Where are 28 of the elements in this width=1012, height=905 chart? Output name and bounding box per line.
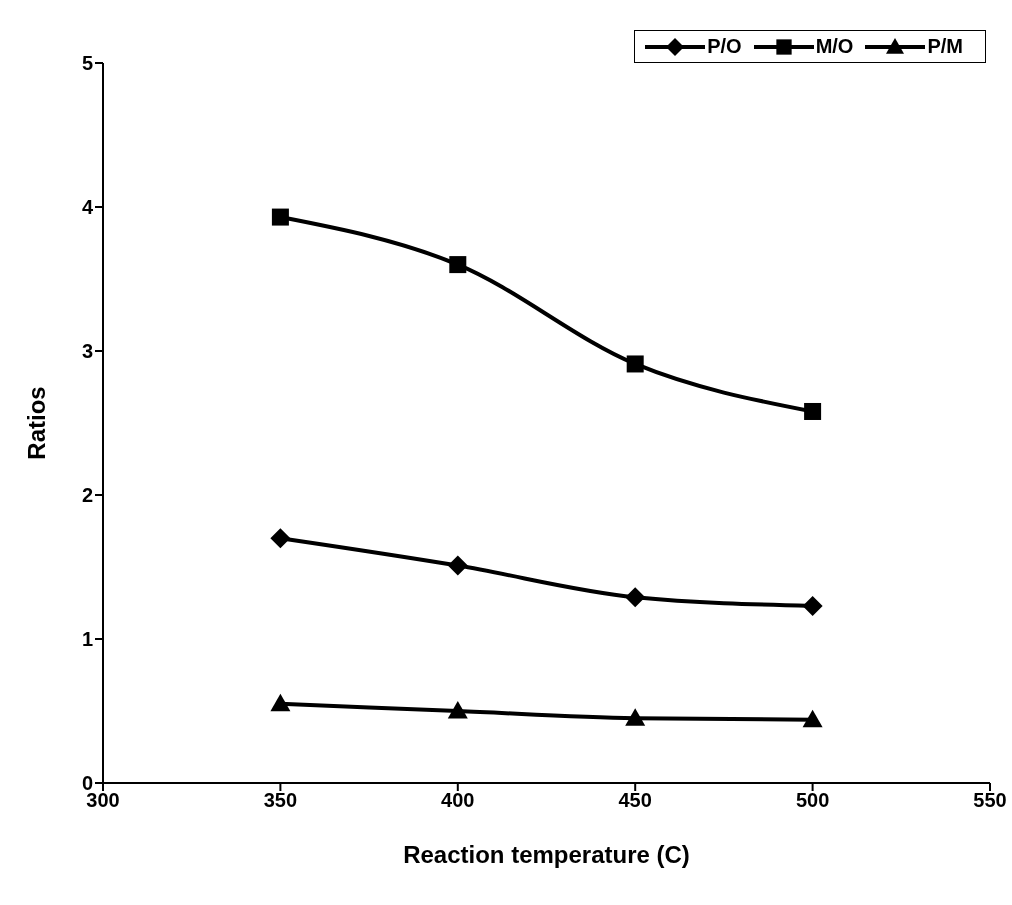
point	[802, 709, 823, 728]
y-tick-label: 4	[81, 196, 94, 219]
y-tick-label: 3	[81, 340, 93, 363]
x-tick-label: 450	[618, 789, 652, 812]
x-axis-title: Reaction temperature (C)	[403, 841, 690, 868]
point	[271, 208, 289, 226]
point	[625, 587, 646, 608]
y-tick-label: 1	[81, 628, 93, 651]
point	[447, 555, 468, 576]
point	[804, 402, 822, 420]
y-tick-label: 5	[81, 52, 93, 75]
point	[625, 708, 646, 726]
legend-label: P/M	[927, 35, 963, 58]
point	[802, 595, 823, 616]
x-tick-label: 550	[973, 789, 1007, 812]
x-tick-label: 300	[86, 789, 120, 812]
point	[270, 528, 291, 549]
x-tick-label: 400	[441, 789, 475, 812]
point	[270, 693, 291, 712]
legend-label: M/O	[815, 35, 854, 58]
point	[449, 256, 467, 274]
x-tick-label: 350	[263, 789, 298, 812]
point	[626, 355, 644, 373]
y-axis-title: Ratios	[22, 386, 50, 460]
point	[447, 701, 468, 719]
y-tick-label: 2	[81, 484, 93, 507]
legend-label: P/O	[707, 35, 742, 58]
x-tick-label: 500	[795, 789, 830, 812]
